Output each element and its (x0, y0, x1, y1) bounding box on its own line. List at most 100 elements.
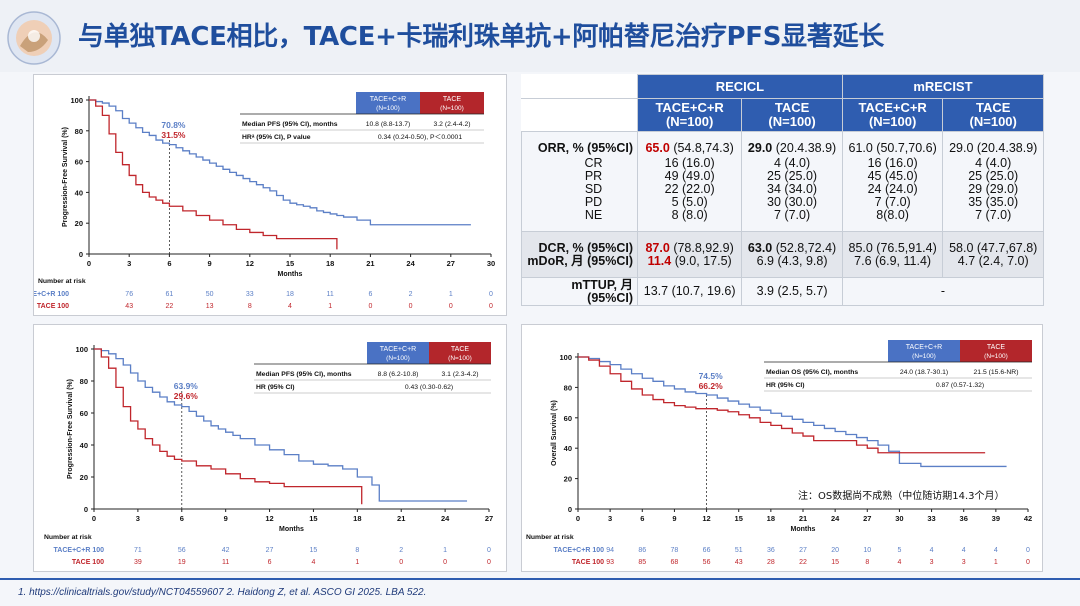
arm-n: (N=100) (665, 114, 714, 129)
legend-box-tcr (356, 92, 420, 114)
stats-label: Median PFS (95% CI), months (256, 371, 352, 378)
dcr-ci: (78.8,92.9) (673, 240, 734, 255)
x-tick-label: 3 (127, 259, 131, 268)
legend-n-tace: (N=100) (448, 355, 472, 362)
stats-value-hr: 0.34 (0.24-0.50), P＜0.0001 (378, 134, 462, 141)
dcr-label: DCR, % (95%CI) (538, 240, 633, 255)
risk-value: 8 (865, 559, 869, 566)
cell: 22 (22.0) (664, 181, 715, 196)
risk-value: 13 (206, 303, 214, 310)
mdor-ci: (9.0, 17.5) (674, 253, 732, 268)
risk-title: Number at risk (44, 534, 92, 541)
risk-title: Number at risk (38, 278, 86, 285)
risk-value: 5 (897, 547, 901, 554)
legend-n-tace: (N=100) (984, 353, 1008, 360)
landmark-value-tace: 66.2% (699, 381, 724, 391)
y-tick-label: 60 (80, 409, 88, 418)
table-header-row-1: RECICL mRECIST (521, 74, 1045, 99)
landmark-value-tace: 31.5% (161, 130, 186, 140)
risk-value: 0 (487, 559, 491, 566)
x-tick-label: 3 (136, 514, 140, 523)
cell: 25 (25.0) (767, 168, 818, 183)
risk-value: 56 (178, 547, 186, 554)
cell: 16 (16.0) (664, 155, 715, 170)
stats-value-tace: 3.2 (2.4-4.2) (433, 121, 470, 128)
curve-tace (578, 356, 986, 454)
risk-value: 6 (368, 291, 372, 298)
y-tick-label: 0 (79, 250, 83, 259)
x-tick-label: 27 (863, 514, 871, 523)
legend-box-tcr (888, 340, 960, 362)
x-tick-label: 36 (960, 514, 968, 523)
risk-value: 33 (246, 291, 254, 298)
risk-value: 8 (355, 547, 359, 554)
cell: 35 (35.0) (968, 194, 1019, 209)
risk-value: 28 (767, 559, 775, 566)
footer-divider (0, 578, 1080, 580)
ne-label: NE (584, 207, 603, 222)
risk-value: 6 (268, 559, 272, 566)
dcr-value: 58.0 (47.7,67.8) (949, 240, 1038, 255)
y-tick-label: 40 (564, 444, 572, 453)
risk-value: 3 (930, 559, 934, 566)
risk-label-tace: TACE 100 (572, 559, 604, 566)
risk-value: 39 (134, 559, 142, 566)
risk-value: 15 (831, 559, 839, 566)
mttup-recicl-tace: 3.9 (2.5, 5.7) (741, 277, 843, 306)
x-tick-label: 6 (167, 259, 171, 268)
risk-value: 27 (799, 547, 807, 554)
risk-value: 4 (962, 547, 966, 554)
x-tick-label: 0 (87, 259, 91, 268)
stats-value-tcr: 24.0 (18.7-30.1) (900, 369, 948, 376)
x-tick-label: 24 (406, 259, 415, 268)
legend-n-tcr: (N=100) (912, 353, 936, 360)
mdor-value: 6.9 (4.3, 9.8) (756, 253, 828, 268)
x-tick-label: 6 (180, 514, 184, 523)
risk-value: 1 (355, 559, 359, 566)
table-row-mttup: mTTUP, 月 (95%CI) 13.7 (10.7, 19.6) 3.9 (… (521, 277, 1045, 306)
arm-n: (N=100) (768, 114, 816, 129)
header-arm-mrecist-tace: TACE (N=100) (942, 98, 1044, 132)
y-axis-label: Progression-Free Survival (%) (62, 127, 69, 227)
risk-value: 2 (399, 547, 403, 554)
legend-label-tcr: TACE+C+R (906, 344, 942, 351)
arm-n: (N=100) (868, 114, 917, 129)
title-bar: 与单独TACE相比，TACE+卡瑞利珠单抗+阿帕替尼治疗PFS显著延长 (0, 0, 1080, 72)
risk-value: 1 (443, 547, 447, 554)
y-tick-label: 20 (75, 219, 83, 228)
dcr-recicl-tace: 63.0 (52.8,72.4) 6.9 (4.3, 9.8) (741, 231, 843, 278)
x-tick-label: 15 (735, 514, 743, 523)
orr-value: 29.0 (747, 140, 773, 155)
legend-label-tace: TACE (451, 346, 469, 353)
x-tick-label: 18 (326, 259, 334, 268)
risk-value: 50 (206, 291, 214, 298)
risk-label-tace: TACE 100 (37, 303, 69, 310)
dcr-value: 63.0 (747, 240, 773, 255)
risk-value: 4 (311, 559, 315, 566)
risk-label-tcr: TACE+C+R 100 (554, 547, 605, 554)
y-tick-label: 60 (75, 158, 83, 167)
x-tick-label: 18 (767, 514, 775, 523)
arm-label: TACE+C+R (858, 100, 927, 115)
legend-n-tace: (N=100) (440, 105, 464, 112)
response-table: RECICL mRECIST TACE+C+R (N=100) TACE (N=10… (521, 74, 1045, 306)
risk-value: 0 (487, 547, 491, 554)
orr-value: 65.0 (645, 140, 670, 155)
risk-value: 0 (1026, 559, 1030, 566)
x-tick-label: 9 (208, 259, 212, 268)
mdor-value: 4.7 (2.4, 7.0) (957, 253, 1029, 268)
risk-value: 4 (994, 547, 998, 554)
x-tick-label: 39 (992, 514, 1000, 523)
y-tick-label: 100 (70, 96, 83, 105)
dcr-ci: (52.8,72.4) (775, 240, 837, 255)
legend-label-tcr: TACE+C+R (380, 346, 416, 353)
landmark-value-tcr: 74.5% (699, 371, 724, 381)
x-tick-label: 24 (831, 514, 840, 523)
legend-n-tcr: (N=100) (376, 105, 400, 112)
x-tick-label: 15 (286, 259, 294, 268)
y-axis-label: Progression-Free Survival (%) (67, 379, 74, 479)
y-axis-label: Overall Survival (%) (551, 400, 558, 466)
risk-value: 4 (897, 559, 901, 566)
stats-value-hr: 0.87 (0.57-1.32) (936, 382, 984, 389)
